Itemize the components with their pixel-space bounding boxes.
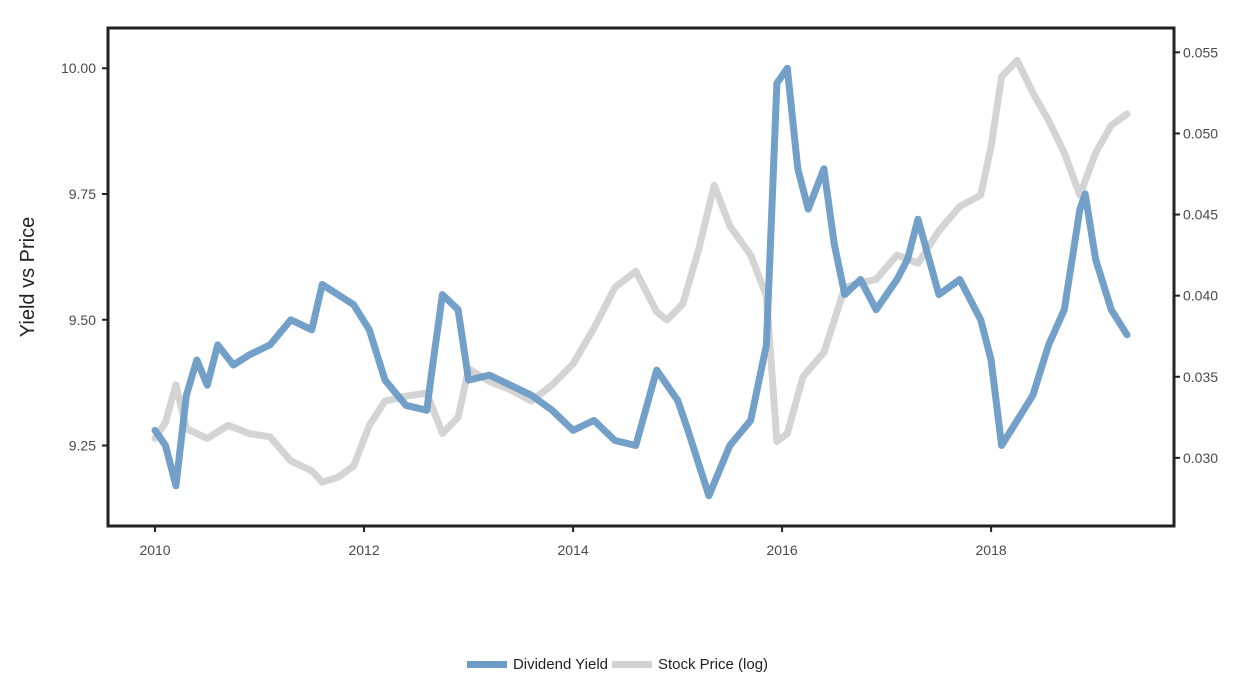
y-left-tick-label: 10.00 — [61, 60, 96, 76]
x-tick-label: 2016 — [767, 542, 798, 558]
x-tick-label: 2014 — [557, 542, 588, 558]
y-right-tick-label: 0.040 — [1183, 288, 1218, 304]
series-line-stock-price — [151, 56, 1131, 486]
y-axis-title: Yield vs Price — [17, 217, 39, 337]
legend-label-dividend-yield: Dividend Yield — [512, 656, 608, 673]
y-right-tick-label: 0.055 — [1183, 44, 1218, 60]
y-left-tick-label: 9.25 — [69, 438, 96, 454]
y-left-tick-label: 9.75 — [69, 186, 96, 202]
y-right-tick-label: 0.035 — [1183, 369, 1218, 385]
series-layer — [151, 56, 1131, 500]
legend-item-stock-price: Stock Price (log) — [612, 656, 768, 673]
x-tick-label: 2012 — [348, 542, 379, 558]
y-left-tick-label: 9.50 — [69, 312, 96, 328]
series-line-dividend-yield — [151, 64, 1131, 500]
x-tick-label: 2018 — [976, 542, 1007, 558]
plot-frame — [106, 26, 1176, 528]
x-tick-label: 2010 — [139, 542, 170, 558]
legend-swatch-stock-price — [612, 661, 652, 668]
y-right-tick-label: 0.050 — [1183, 125, 1218, 141]
legend-label-stock-price: Stock Price (log) — [658, 656, 769, 673]
legend: Dividend Yield Stock Price (log) — [0, 656, 1235, 673]
y-right-tick-label: 0.045 — [1183, 207, 1218, 223]
legend-swatch-dividend-yield — [466, 661, 507, 668]
y-right-tick-label: 0.030 — [1183, 450, 1218, 466]
axis-layer: 2010 2012 2014 2016 2018 9.25 9.50 9.75 10.00 0.0… — [61, 44, 1218, 558]
legend-item-dividend-yield: Dividend Yield — [466, 656, 608, 673]
